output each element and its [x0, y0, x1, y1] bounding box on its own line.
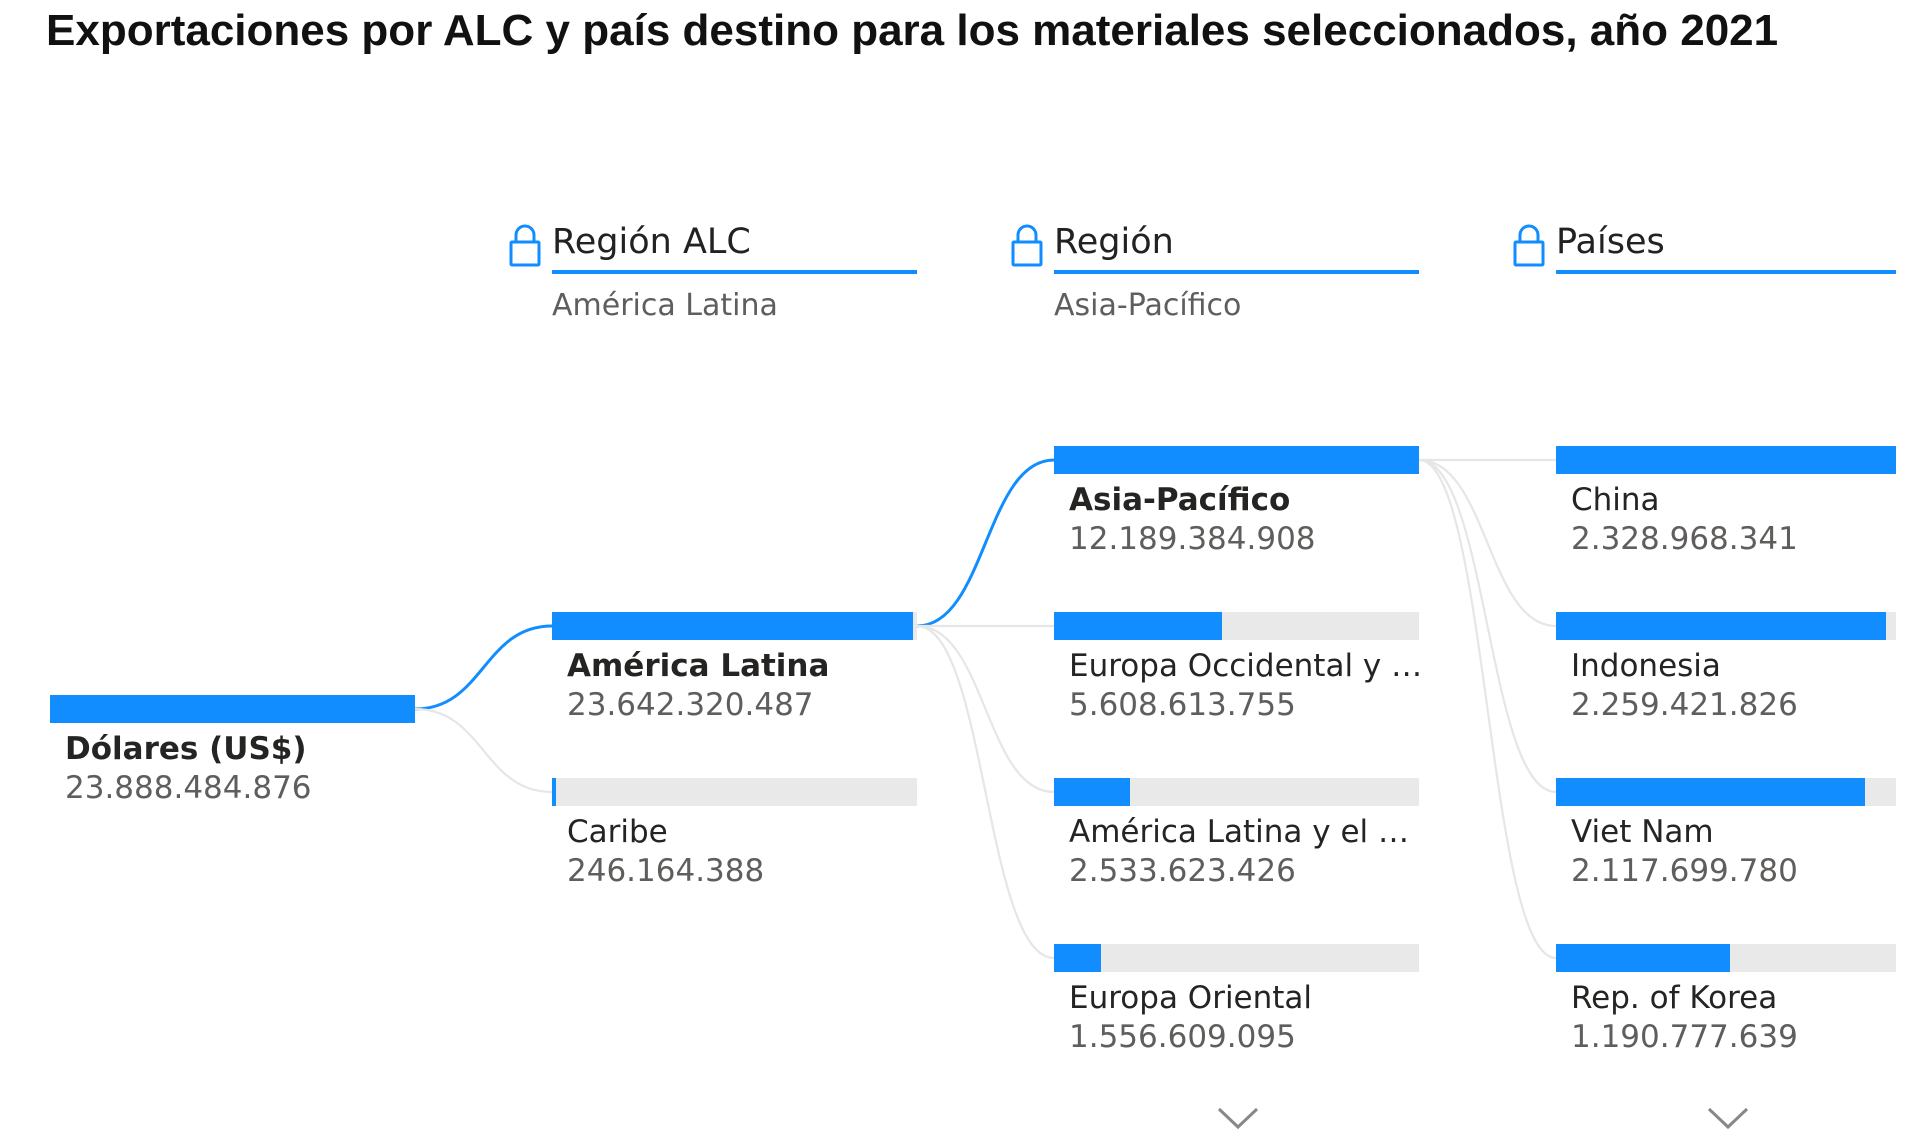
chevron-down-icon[interactable] — [1706, 1105, 1750, 1131]
node-bar-track[interactable] — [1556, 446, 1896, 474]
chart-title: Exportaciones por ALC y país destino par… — [46, 6, 1779, 55]
node-label: Europa Occidental y ot... — [1069, 648, 1429, 684]
node-label: Rep. of Korea — [1571, 980, 1778, 1016]
node-bar-fill — [1556, 778, 1866, 806]
node-label: Dólares (US$) — [65, 731, 307, 767]
node-label: Viet Nam — [1571, 814, 1714, 850]
node-value: 2.259.421.826 — [1571, 687, 1798, 723]
node-bar-fill — [1054, 612, 1222, 640]
node-label: Caribe — [567, 814, 668, 850]
node-value: 2.328.968.341 — [1571, 521, 1798, 557]
lock-icon[interactable] — [508, 222, 542, 268]
node-value: 23.642.320.487 — [567, 687, 814, 723]
tree-link — [1418, 458, 1557, 960]
lock-icon[interactable] — [1010, 222, 1044, 268]
node-bar-fill — [1054, 778, 1130, 806]
node-value: 23.888.484.876 — [65, 770, 312, 806]
node-value: 1.190.777.639 — [1571, 1019, 1798, 1055]
node-bar-track[interactable] — [1054, 612, 1419, 640]
node-bar-fill — [1054, 446, 1419, 474]
node-bar-fill — [552, 612, 914, 640]
level-header-2: Región — [1054, 222, 1174, 262]
node-bar-fill — [552, 778, 556, 806]
chevron-down-icon[interactable] — [1216, 1105, 1260, 1131]
node-label: China — [1571, 482, 1660, 518]
node-bar-track[interactable] — [552, 778, 917, 806]
node-value: 1.556.609.095 — [1069, 1019, 1296, 1055]
node-bar-track[interactable] — [1054, 944, 1419, 972]
node-bar-track[interactable] — [50, 695, 415, 723]
node-value: 2.533.623.426 — [1069, 853, 1296, 889]
node-value: 5.608.613.755 — [1069, 687, 1296, 723]
level-underline — [1054, 270, 1419, 274]
node-value: 12.189.384.908 — [1069, 521, 1316, 557]
tree-link — [1418, 458, 1557, 628]
level-filter-value: Asia-Pacífico — [1054, 288, 1242, 323]
node-bar-fill — [1556, 446, 1896, 474]
level-header-1: Región ALC — [552, 222, 751, 262]
node-label: Indonesia — [1571, 648, 1721, 684]
node-label: Europa Oriental — [1069, 980, 1313, 1016]
level-underline — [552, 270, 917, 274]
node-bar-track[interactable] — [1054, 446, 1419, 474]
node-bar-fill — [1054, 944, 1101, 972]
level-underline — [1556, 270, 1896, 274]
node-bar-track[interactable] — [1556, 778, 1896, 806]
tree-link — [916, 624, 1055, 794]
tree-link — [414, 707, 553, 794]
tree-link — [916, 624, 1055, 960]
node-bar-fill — [1556, 944, 1730, 972]
node-bar-track[interactable] — [1054, 778, 1419, 806]
node-bar-track[interactable] — [552, 612, 917, 640]
node-bar-fill — [50, 695, 415, 723]
tree-link-active — [414, 624, 553, 711]
level-filter-value: América Latina — [552, 288, 778, 323]
tree-link-active — [916, 458, 1055, 628]
level-header-3: Países — [1556, 222, 1665, 262]
node-label: América Latina — [567, 648, 830, 684]
node-label: Asia-Pacífico — [1069, 482, 1291, 518]
node-bar-track[interactable] — [1556, 612, 1896, 640]
node-bar-fill — [1556, 612, 1886, 640]
lock-icon[interactable] — [1512, 222, 1546, 268]
node-bar-track[interactable] — [1556, 944, 1896, 972]
tree-link — [1418, 458, 1557, 794]
node-value: 246.164.388 — [567, 853, 765, 889]
node-label: América Latina y el Car... — [1069, 814, 1429, 850]
node-value: 2.117.699.780 — [1571, 853, 1798, 889]
